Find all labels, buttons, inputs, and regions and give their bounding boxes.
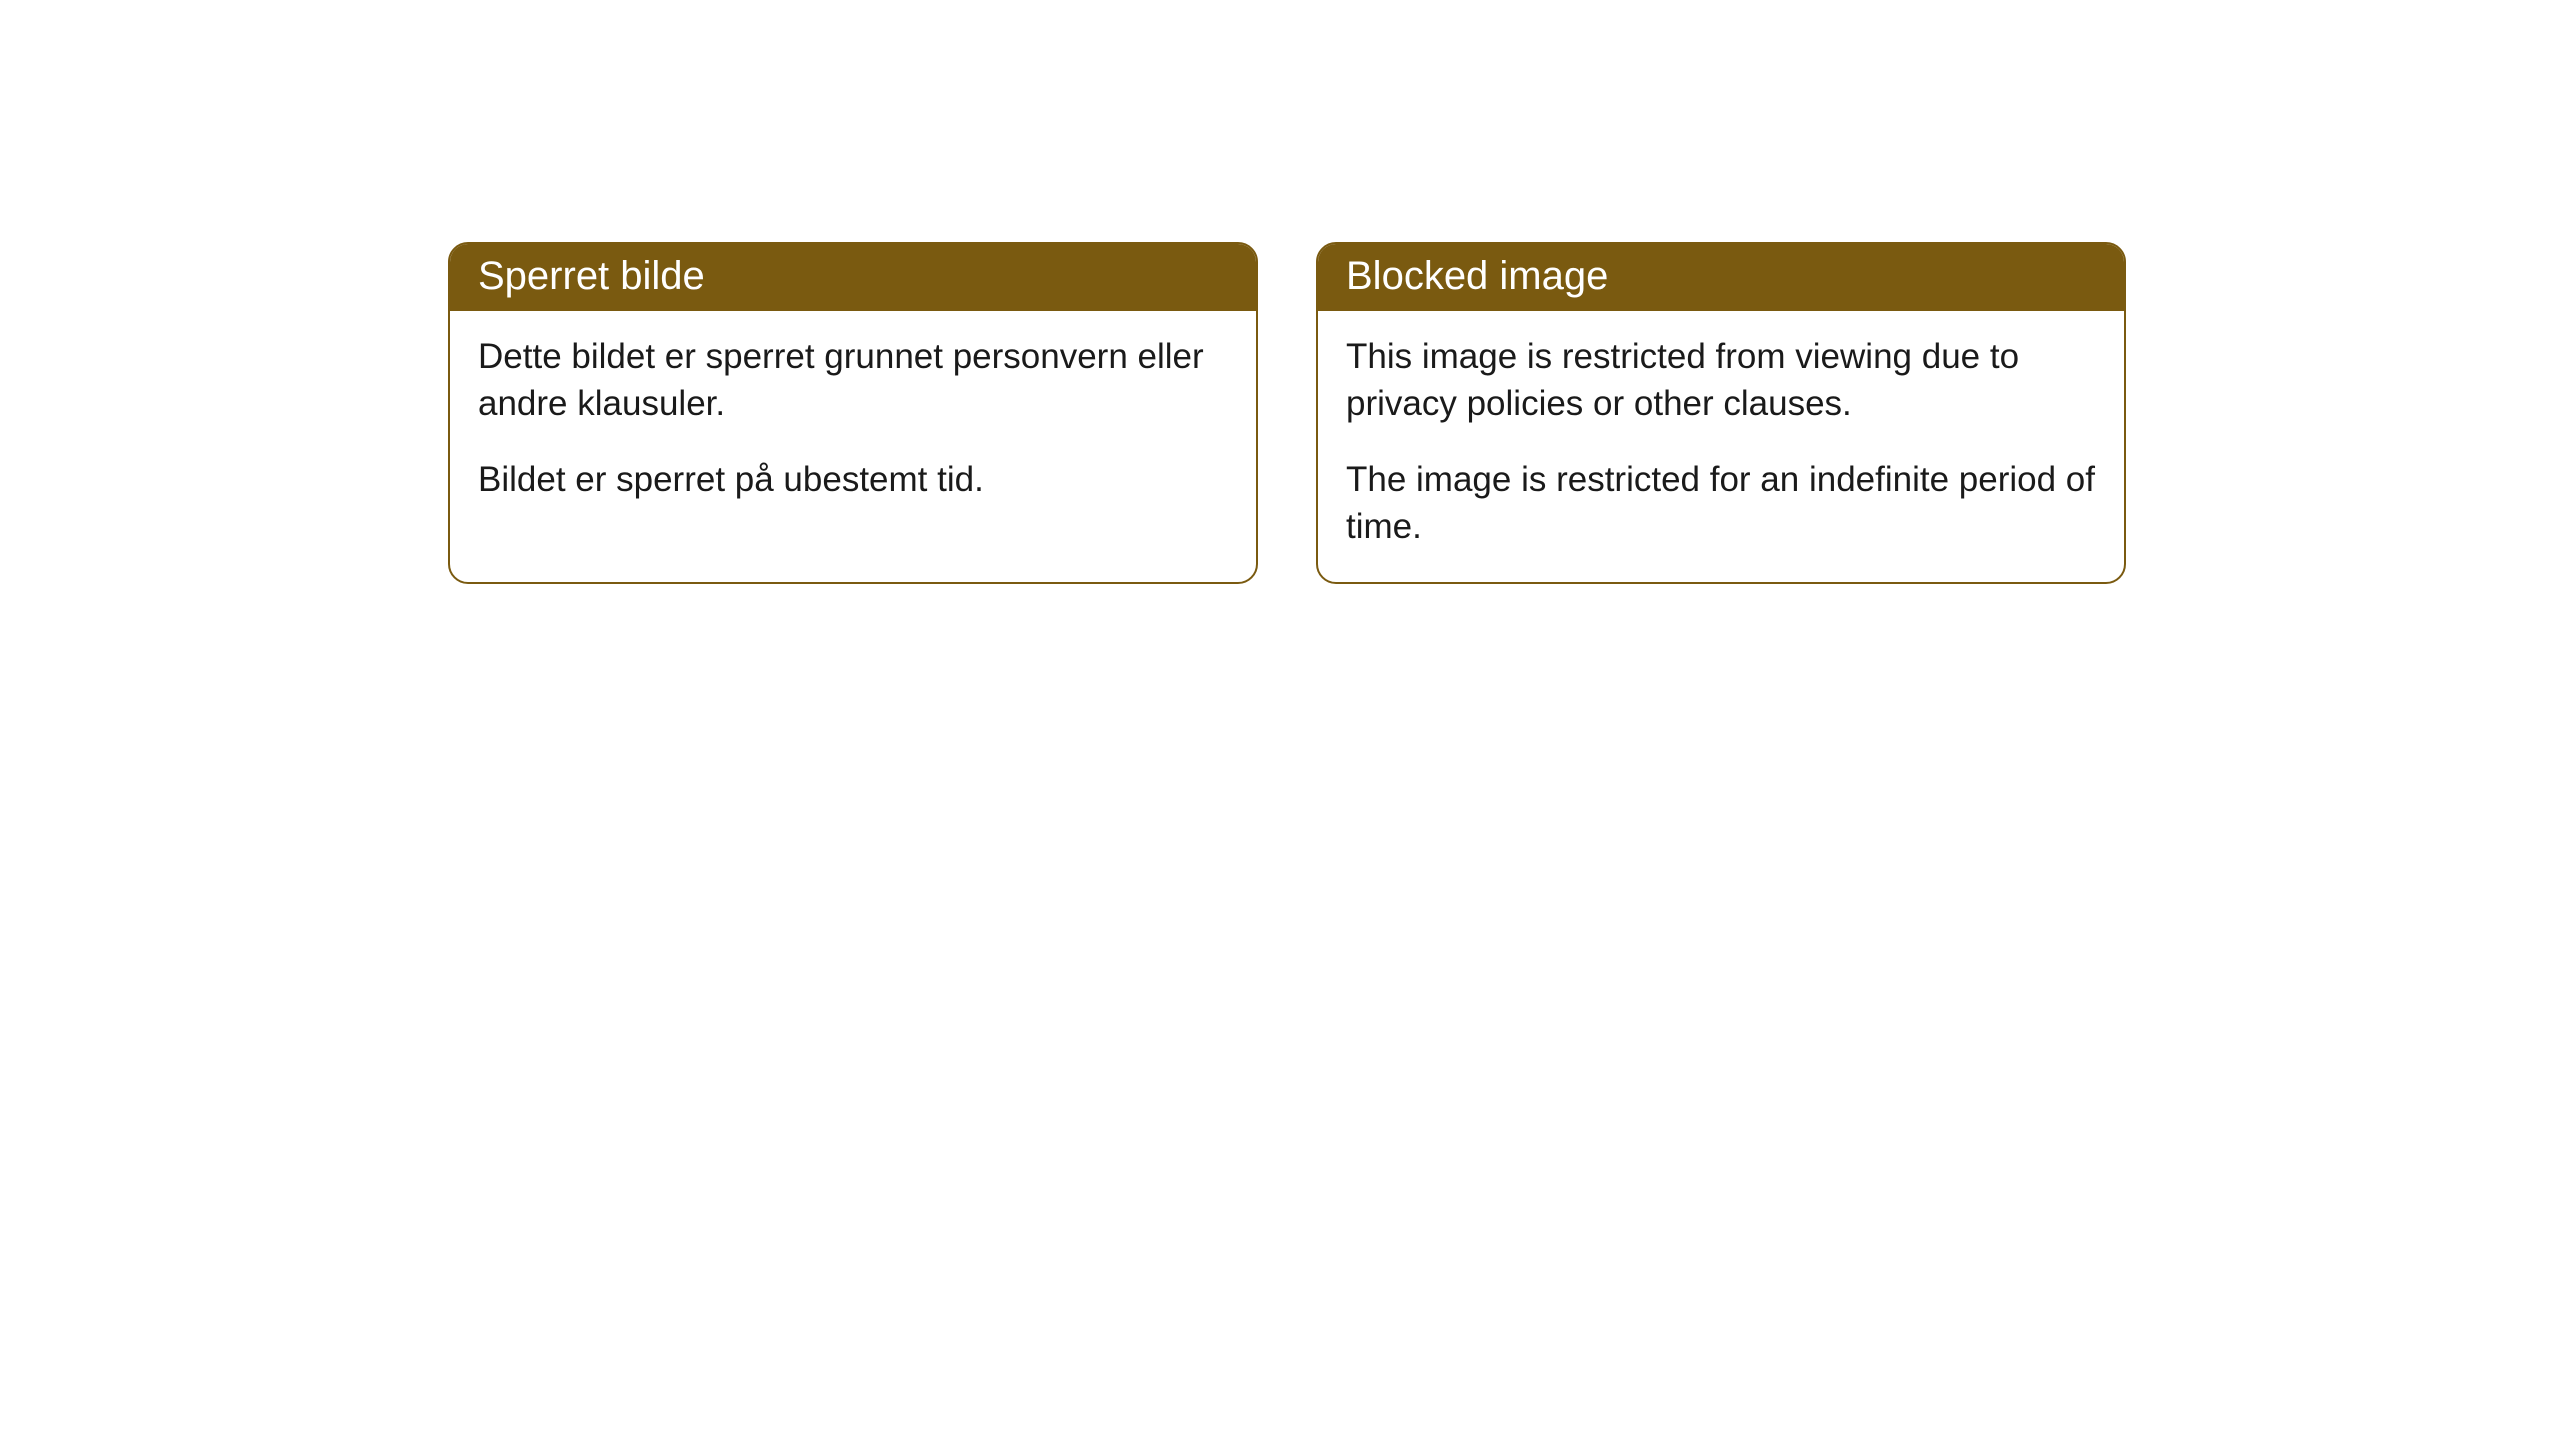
card-title: Blocked image: [1318, 244, 2124, 311]
notice-container: Sperret bilde Dette bildet er sperret gr…: [0, 0, 2560, 584]
card-paragraph: Dette bildet er sperret grunnet personve…: [478, 333, 1228, 428]
card-paragraph: The image is restricted for an indefinit…: [1346, 456, 2096, 551]
card-title: Sperret bilde: [450, 244, 1256, 311]
card-paragraph: This image is restricted from viewing du…: [1346, 333, 2096, 428]
card-body: This image is restricted from viewing du…: [1318, 311, 2124, 582]
notice-card-norwegian: Sperret bilde Dette bildet er sperret gr…: [448, 242, 1258, 584]
card-paragraph: Bildet er sperret på ubestemt tid.: [478, 456, 1228, 503]
card-body: Dette bildet er sperret grunnet personve…: [450, 311, 1256, 535]
notice-card-english: Blocked image This image is restricted f…: [1316, 242, 2126, 584]
